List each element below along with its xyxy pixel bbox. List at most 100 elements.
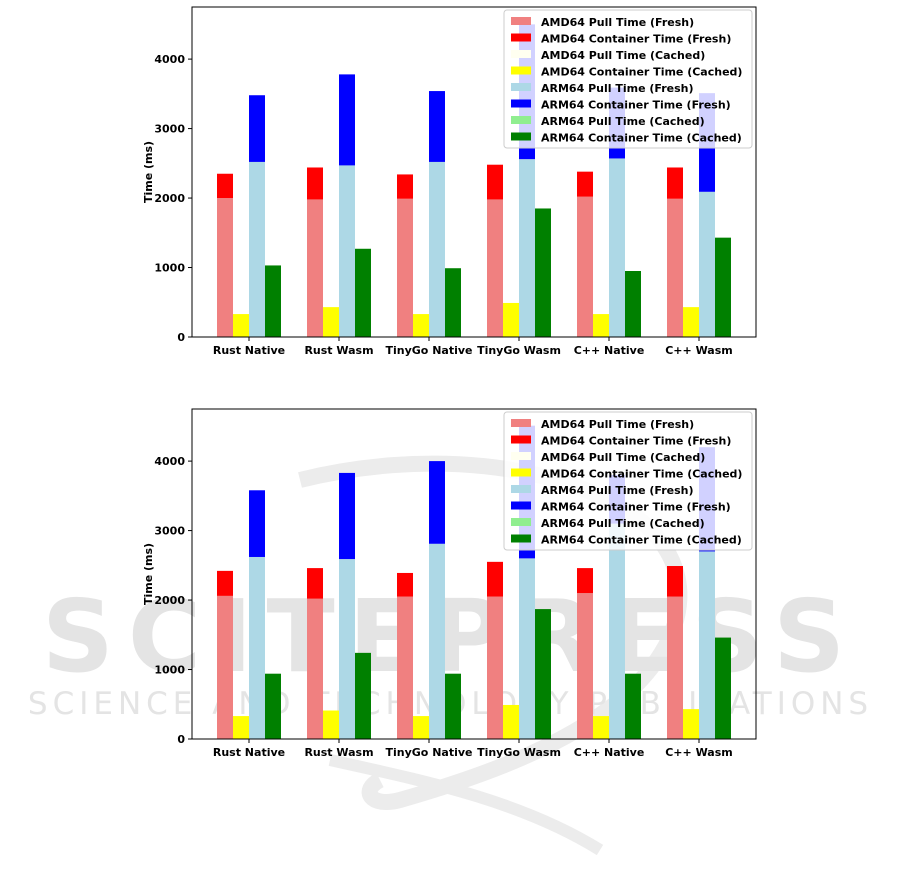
bar-segment — [397, 572, 413, 597]
legend-swatch — [511, 452, 531, 460]
legend-swatch — [511, 17, 531, 25]
bar-segment — [429, 543, 445, 739]
legend-swatch — [511, 468, 531, 477]
x-tick-label: TinyGo Native — [386, 344, 473, 357]
bar-segment — [429, 91, 445, 162]
x-tick-label: C++ Native — [574, 344, 645, 357]
plot-frame — [191, 408, 757, 740]
legend-label: AMD64 Pull Time (Cached) — [541, 451, 705, 464]
bar-segment — [307, 568, 323, 599]
bar-segment — [683, 709, 699, 739]
bar-segment — [249, 556, 265, 739]
bar-segment — [667, 566, 683, 597]
legend-swatch — [511, 485, 531, 493]
chart-top: 0 1000 2000 3000 4000 Rust Native Rust Wasm Tin… — [0, 0, 901, 400]
bar-segment — [683, 307, 699, 337]
x-tick-label: C++ Wasm — [665, 746, 733, 759]
bar-segment — [535, 609, 551, 739]
chart-bottom: 0 1000 2000 3000 4000 Rust Native Rust Wasm Tin… — [0, 402, 901, 802]
bar-segment — [667, 167, 683, 199]
bar-segment — [217, 198, 233, 337]
bar-segment — [217, 595, 233, 739]
y-axis-label: Time (ms) — [142, 543, 155, 605]
bar-segment — [249, 161, 265, 337]
legend-swatch — [511, 83, 531, 91]
bar-segment — [667, 198, 683, 337]
legend-swatch — [511, 534, 531, 543]
bar-segment — [307, 598, 323, 739]
chart-bottom-svg: 0 1000 2000 3000 4000 Rust Native Rust Wasm Tin… — [142, 408, 757, 759]
bar-segment — [445, 268, 461, 337]
bar-segment — [519, 159, 535, 337]
bar-segment — [323, 307, 339, 337]
y-tick-label: 4000 — [154, 455, 185, 468]
bar-segment — [535, 208, 551, 337]
legend-label: ARM64 Pull Time (Fresh) — [541, 484, 694, 497]
legend-label: ARM64 Container Time (Cached) — [541, 132, 742, 145]
bar-segment — [487, 561, 503, 597]
bar-segment — [577, 171, 593, 197]
x-tick-label: TinyGo Wasm — [477, 746, 561, 759]
bar-segment — [715, 237, 731, 337]
legend-label: ARM64 Pull Time (Cached) — [541, 115, 705, 128]
y-axis-label: Time (ms) — [142, 141, 155, 203]
bar-segment — [233, 314, 249, 337]
bar-segment — [487, 199, 503, 337]
legend-swatch — [511, 50, 531, 58]
plot-frame — [191, 6, 757, 338]
bar-segment — [699, 551, 715, 739]
legend-label: AMD64 Pull Time (Cached) — [541, 49, 705, 62]
bar-segment — [429, 161, 445, 337]
bar-segment — [249, 95, 265, 162]
bar-segment — [715, 637, 731, 739]
bar-segment — [503, 704, 519, 739]
y-tick-label: 3000 — [154, 525, 185, 538]
bar-segment — [217, 570, 233, 596]
bar-segment — [609, 523, 625, 739]
bar-segment — [609, 158, 625, 337]
bar-segment — [397, 174, 413, 199]
bar-segment — [445, 673, 461, 739]
x-tick-label: Rust Native — [213, 746, 285, 759]
legend-swatch — [511, 518, 531, 526]
legend-box — [503, 9, 753, 149]
bar-segment — [233, 716, 249, 739]
legend-box — [503, 411, 753, 551]
legend-swatch — [511, 116, 531, 124]
legend-label: ARM64 Pull Time (Fresh) — [541, 82, 694, 95]
bar-segment — [339, 165, 355, 337]
chart-top-svg: 0 1000 2000 3000 4000 Rust Native Rust Wasm Tin… — [142, 6, 757, 357]
bar-segment — [429, 461, 445, 544]
bar-segment — [217, 173, 233, 199]
bar-segment — [265, 265, 281, 337]
legend-label: ARM64 Container Time (Cached) — [541, 534, 742, 547]
y-tick-label: 0 — [177, 331, 185, 344]
x-tick-label: TinyGo Native — [386, 746, 473, 759]
bar-segment — [249, 490, 265, 557]
legend-label: AMD64 Pull Time (Fresh) — [541, 418, 694, 431]
y-tick-label: 3000 — [154, 123, 185, 136]
x-tick-label: Rust Native — [213, 344, 285, 357]
bar-segment — [699, 191, 715, 337]
x-tick-label: Rust Wasm — [304, 344, 373, 357]
legend-swatch — [511, 501, 531, 510]
bar-segment — [667, 596, 683, 739]
bar-segment — [339, 559, 355, 739]
legend-label: AMD64 Container Time (Fresh) — [541, 435, 731, 448]
bar-segment — [519, 558, 535, 739]
legend-label: ARM64 Pull Time (Cached) — [541, 517, 705, 530]
bar-segment — [487, 596, 503, 739]
bar-segment — [577, 568, 593, 594]
bar-segment — [307, 199, 323, 337]
x-tick-label: Rust Wasm — [304, 746, 373, 759]
legend-swatch — [511, 435, 531, 444]
bar-segment — [265, 673, 281, 739]
bar-segment — [323, 710, 339, 739]
legend-swatch — [511, 33, 531, 42]
x-tick-label: C++ Wasm — [665, 344, 733, 357]
x-tick-label: TinyGo Wasm — [477, 344, 561, 357]
bar-segment — [355, 248, 371, 337]
legend-swatch — [511, 132, 531, 141]
y-tick-label: 0 — [177, 733, 185, 746]
y-tick-label: 2000 — [154, 192, 185, 205]
